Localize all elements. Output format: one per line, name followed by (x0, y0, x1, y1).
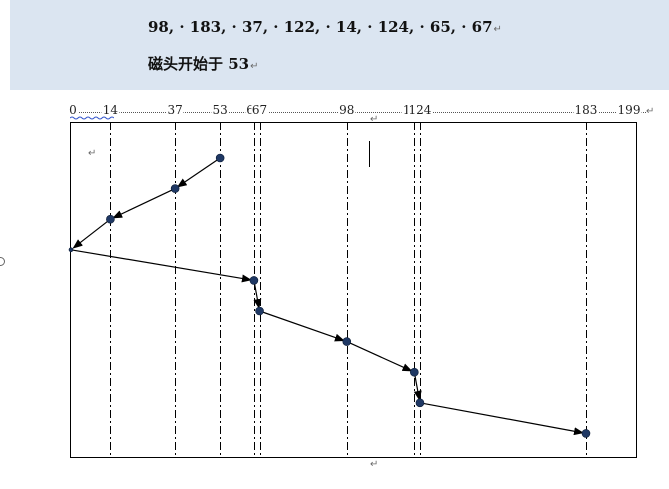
cylinder-point (249, 276, 259, 285)
paragraph-mark-icon: ↵ (493, 24, 502, 35)
cylinder-point (410, 367, 419, 377)
text-cursor (369, 141, 370, 167)
cylinder-point (106, 214, 115, 224)
axis-leader-dots (76, 112, 646, 113)
paragraph-mark-icon: ↵ (646, 106, 655, 117)
seek-arrow (253, 280, 262, 310)
seek-arrow (72, 218, 111, 249)
seek-arrow (413, 372, 422, 401)
seek-arrow (346, 341, 413, 372)
cylinder-point (581, 429, 591, 438)
cylinder-point (170, 184, 180, 193)
axis-tick-label: 183 (573, 103, 599, 117)
spellcheck-underline (70, 116, 114, 120)
seek-arrow (70, 249, 252, 283)
margin-anchor-icon (0, 257, 5, 266)
seek-arrow (112, 188, 176, 219)
cylinder-point (68, 247, 74, 253)
axis-tick-label: 14 (101, 103, 120, 117)
request-sequence-text: 98, · 183, · 37, · 122, · 14, · 124, · 6… (148, 18, 493, 36)
plot-area (70, 122, 637, 458)
axis-tick-label: 124 (407, 103, 433, 117)
seek-arrow (259, 310, 345, 342)
axis-tick-label: 67 (250, 103, 269, 117)
axis-tick-label: 0 (68, 103, 78, 117)
cylinder-point (342, 337, 352, 346)
axis-tick-label: 199 (616, 103, 642, 117)
paragraph-mark-icon: ↵ (250, 61, 259, 72)
axis-tick-label: 37 (166, 103, 184, 117)
request-queue-box (10, 0, 669, 90)
cylinder-point (415, 398, 425, 408)
cylinder-point (215, 153, 225, 163)
paragraph-mark-icon: ↵ (370, 459, 379, 470)
request-sequence: 98, · 183, · 37, · 122, · 14, · 124, · 6… (148, 18, 502, 36)
seek-arrow (419, 402, 585, 436)
head-start-text: 磁头开始于 53 (148, 55, 250, 73)
paragraph-mark-icon: ↵ (88, 148, 97, 159)
head-start-position: 磁头开始于 53↵ (148, 53, 259, 74)
seek-arrow (176, 157, 221, 188)
axis-tick-label: 53 (211, 103, 229, 117)
paragraph-mark-icon: ↵ (370, 114, 379, 125)
axis-tick-label: 98 (338, 103, 356, 117)
cylinder-point (255, 306, 264, 316)
